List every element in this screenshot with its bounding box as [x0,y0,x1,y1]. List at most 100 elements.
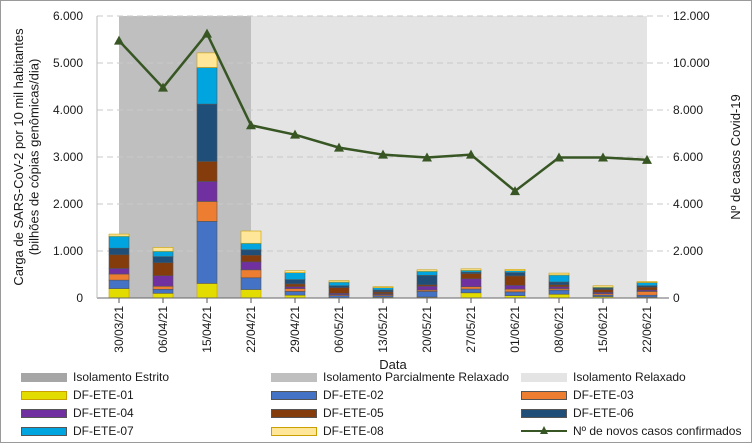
legend-series: DF-ETE-05 [271,405,384,421]
bar-df-ete-08 [637,282,657,283]
bar-df-ete-03 [197,201,217,221]
x-tick-label: 30/03/21 [112,306,126,353]
bar-df-ete-02 [241,278,261,290]
bar-df-ete-05 [637,287,657,290]
y2-tick-label: 12.000 [673,9,710,23]
y2-tick-label: 8.000 [673,103,703,117]
legend-line: Nº de novos casos confirmados [521,423,741,439]
legend-swatch [521,373,567,382]
bar-df-ete-08 [153,247,173,251]
y-tick-label: 1.000 [53,244,83,258]
x-tick-label: 06/05/21 [332,306,346,353]
legend-label: DF-ETE-02 [323,388,384,402]
bar-df-ete-07 [197,67,217,104]
y-tick-label: 5.000 [53,56,83,70]
bar-df-ete-04 [505,285,525,289]
y-tick-label: 4.000 [53,103,83,117]
bar-df-ete-05 [109,255,129,269]
x-tick-label: 15/04/21 [200,306,214,353]
legend-series: DF-ETE-08 [271,423,384,439]
legend-series: DF-ETE-01 [21,387,134,403]
bar-df-ete-08 [241,231,261,243]
bar-df-ete-05 [197,161,217,181]
bar-df-ete-06 [417,275,437,284]
legend-label: DF-ETE-07 [73,424,134,438]
legend-swatch [271,409,317,418]
legend-series: DF-ETE-03 [521,387,634,403]
bar-df-ete-06 [153,257,173,263]
legend-swatch [271,427,317,436]
bar-df-ete-03 [285,289,305,292]
bar-df-ete-01 [109,289,129,298]
bar-df-ete-07 [241,243,261,250]
bar-df-ete-06 [549,282,569,285]
x-tick-label: 22/06/21 [640,306,654,353]
bar-df-ete-08 [549,273,569,275]
legend-label: DF-ETE-01 [73,388,134,402]
bar-df-ete-03 [109,274,129,280]
x-tick-label: 22/04/21 [244,306,258,353]
y2-tick-label: 6.000 [673,150,703,164]
y-tick-label: 3.000 [53,150,83,164]
legend-series: DF-ETE-06 [521,405,634,421]
legend-period: Isolamento Relaxado [521,369,686,385]
y2-tick-label: 4.000 [673,197,703,211]
x-tick-label: 08/06/21 [552,306,566,353]
legend-label: Nº de novos casos confirmados [573,424,741,438]
legend-label: DF-ETE-06 [573,406,634,420]
bar-df-ete-05 [241,255,261,262]
bar-df-ete-02 [505,292,525,296]
bar-df-ete-06 [505,273,525,276]
bar-df-ete-07 [637,282,657,285]
bar-df-ete-04 [461,279,481,287]
bar-df-ete-07 [373,288,393,290]
y-tick-label: 6.000 [53,9,83,23]
bar-df-ete-08 [417,270,437,271]
bar-df-ete-04 [153,276,173,287]
legend-period: Isolamento Parcialmente Relaxado [271,369,509,385]
legend-swatch [21,409,67,418]
y2-axis-title: Nº de casos Covid-19 [728,94,743,219]
bar-df-ete-05 [153,263,173,276]
x-tick-label: 20/05/21 [420,306,434,353]
bar-df-ete-03 [637,291,657,295]
legend-line-swatch [521,426,567,436]
bar-df-ete-03 [505,289,525,292]
bar-df-ete-02 [549,290,569,294]
bar-df-ete-07 [549,275,569,282]
legend-label: DF-ETE-04 [73,406,134,420]
bar-df-ete-05 [505,276,525,285]
bar-df-ete-08 [373,287,393,288]
legend-series: DF-ETE-04 [21,405,134,421]
bar-df-ete-06 [197,104,217,161]
legend-swatch [271,391,317,400]
bar-df-ete-02 [153,289,173,293]
bar-df-ete-04 [241,262,261,270]
bar-df-ete-02 [417,291,437,297]
bar-df-ete-05 [461,274,481,279]
bar-df-ete-01 [549,294,569,298]
bar-df-ete-01 [241,290,261,298]
bar-df-ete-07 [285,273,305,280]
bar-df-ete-01 [461,293,481,298]
x-tick-label: 01/06/21 [508,306,522,353]
y2-tick-label: 2.000 [673,244,703,258]
y-axis-title: Carga de SARS-CoV-2 por 10 mil habitante… [11,28,42,286]
legend-label: DF-ETE-03 [573,388,634,402]
x-tick-label: 06/04/21 [156,306,170,353]
bar-df-ete-01 [197,283,217,298]
bar-df-ete-08 [109,234,129,236]
bar-df-ete-07 [329,282,349,286]
bar-df-ete-04 [197,181,217,201]
bar-df-ete-02 [197,221,217,283]
legend-series: DF-ETE-07 [21,423,134,439]
legend-label: DF-ETE-05 [323,406,384,420]
bar-df-ete-08 [329,281,349,282]
x-tick-label: 13/05/21 [376,306,390,353]
bar-df-ete-07 [153,251,173,256]
bar-df-ete-08 [285,271,305,273]
bar-df-ete-06 [241,250,261,255]
bar-df-ete-03 [153,286,173,289]
y-tick-label: 0 [76,291,83,305]
legend-label: Isolamento Relaxado [573,370,686,384]
